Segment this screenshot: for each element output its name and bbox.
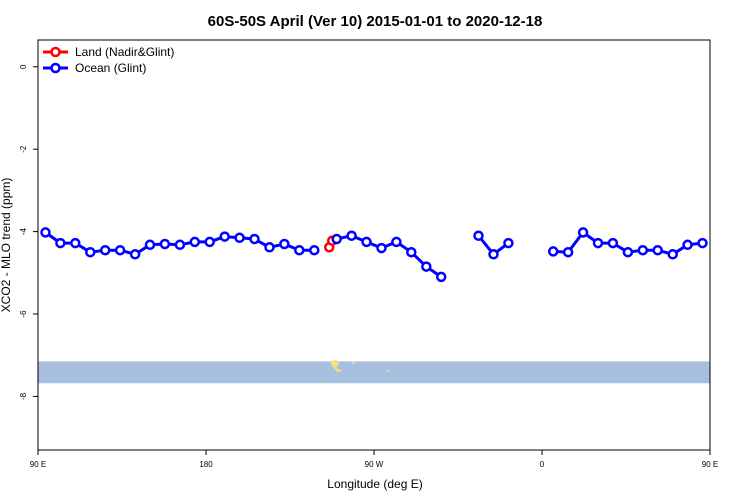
data-point bbox=[219, 231, 230, 242]
data-point bbox=[129, 249, 141, 260]
y-tick-label: -8 bbox=[19, 392, 28, 400]
data-point bbox=[346, 230, 357, 241]
x-tick-label: 0 bbox=[540, 460, 545, 469]
data-point bbox=[174, 239, 186, 251]
data-point bbox=[667, 249, 678, 260]
legend-label-ocean: Ocean (Glint) bbox=[75, 61, 146, 75]
data-point bbox=[40, 227, 51, 238]
data-point bbox=[473, 230, 484, 241]
data-point bbox=[577, 227, 589, 238]
map-band-layer bbox=[38, 360, 710, 384]
data-point bbox=[55, 237, 66, 249]
series-ocean bbox=[40, 227, 708, 283]
data-point bbox=[249, 233, 260, 245]
chart-title: 60S-50S April (Ver 10) 2015-01-01 to 202… bbox=[208, 13, 543, 30]
data-point bbox=[637, 244, 649, 256]
data-point bbox=[189, 236, 201, 248]
x-tick-label: 90 E bbox=[30, 460, 46, 469]
legend-marker-ocean bbox=[50, 62, 61, 74]
series-layer bbox=[40, 227, 708, 283]
data-point bbox=[488, 249, 499, 260]
legend-marker-land bbox=[50, 46, 61, 58]
y-axis-label: XCO2 - MLO trend (ppm) bbox=[0, 178, 13, 313]
legend-label-land: Land (Nadir&Glint) bbox=[75, 45, 174, 59]
map-band bbox=[38, 361, 710, 384]
data-point bbox=[592, 237, 604, 249]
x-tick-label: 90 W bbox=[365, 460, 384, 469]
map-land-islet bbox=[387, 370, 389, 372]
data-point bbox=[294, 244, 305, 256]
map-land-patch bbox=[330, 360, 343, 372]
data-point bbox=[85, 246, 96, 258]
data-point bbox=[503, 237, 514, 249]
data-point bbox=[376, 242, 387, 254]
data-point bbox=[547, 246, 559, 257]
data-point bbox=[406, 246, 417, 258]
data-point bbox=[391, 236, 402, 248]
data-point bbox=[682, 239, 693, 251]
data-point bbox=[114, 244, 126, 256]
data-point bbox=[264, 242, 275, 253]
data-point bbox=[159, 238, 171, 250]
data-point bbox=[331, 233, 342, 245]
x-tick-label: 90 E bbox=[702, 460, 718, 469]
data-point bbox=[361, 236, 372, 248]
data-point bbox=[435, 271, 447, 283]
x-axis-label: Longitude (deg E) bbox=[327, 477, 422, 491]
x-tick-label: 180 bbox=[199, 460, 213, 469]
data-point bbox=[697, 237, 708, 249]
data-point bbox=[144, 239, 156, 251]
data-point bbox=[421, 261, 432, 272]
data-point bbox=[309, 244, 320, 256]
data-point bbox=[607, 237, 619, 249]
legend: Land (Nadir&Glint) Ocean (Glint) bbox=[43, 45, 174, 75]
y-tick-label: -2 bbox=[19, 145, 28, 153]
data-point bbox=[99, 244, 111, 256]
data-point bbox=[562, 246, 574, 258]
y-tick-label: 0 bbox=[19, 64, 28, 69]
data-point bbox=[622, 246, 634, 258]
data-point bbox=[204, 236, 215, 248]
y-tick-label: -4 bbox=[19, 228, 28, 236]
map-land-islet bbox=[352, 362, 355, 364]
data-point bbox=[70, 237, 81, 249]
data-point bbox=[652, 244, 663, 256]
data-point bbox=[279, 238, 290, 250]
data-point bbox=[234, 232, 245, 244]
y-tick-label: -6 bbox=[19, 310, 28, 318]
